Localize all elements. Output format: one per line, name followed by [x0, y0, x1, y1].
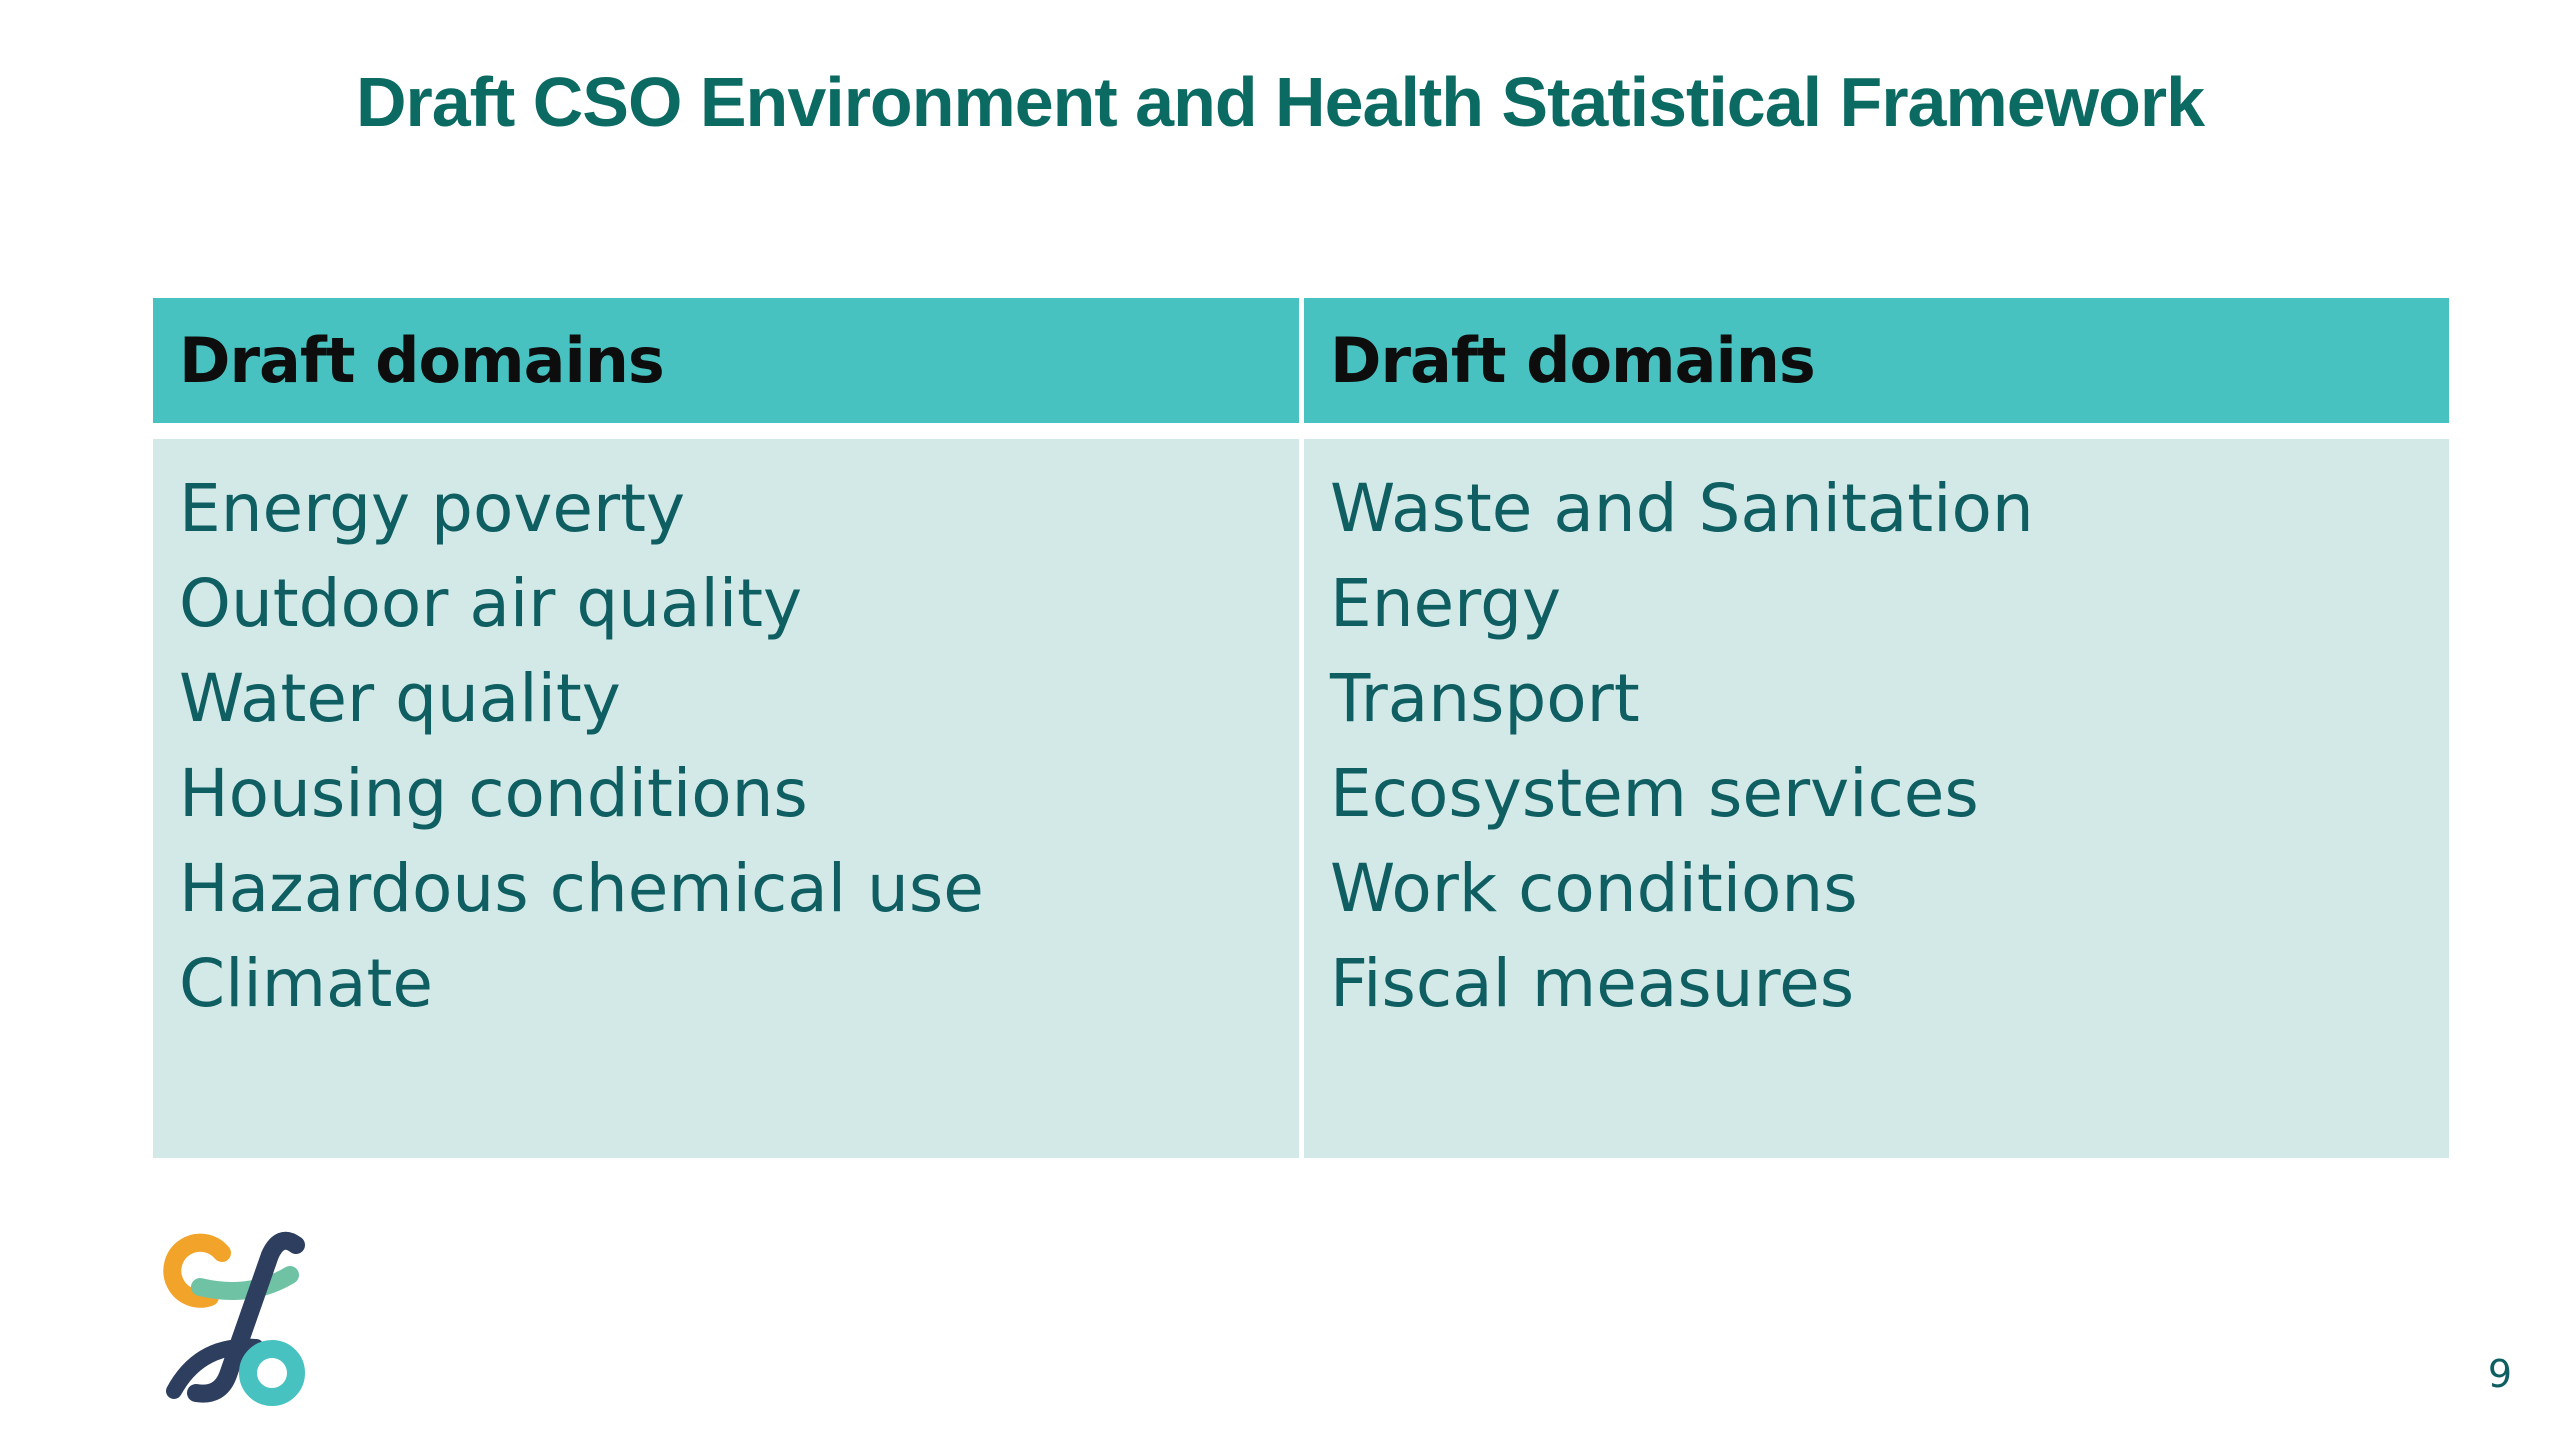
- list-item: Climate: [179, 945, 433, 1022]
- list-item: Ecosystem services: [1330, 755, 1979, 832]
- list-item: Hazardous chemical use: [179, 850, 984, 927]
- page-number: 9: [2487, 1352, 2512, 1396]
- list-item: Energy poverty: [179, 470, 686, 547]
- list-item: Fiscal measures: [1330, 945, 1855, 1022]
- list-item: Transport: [1330, 660, 1640, 737]
- list-item: Energy: [1330, 565, 1562, 642]
- list-item: Housing conditions: [179, 755, 808, 832]
- domains-table: Draft domains Draft domains Energy pover…: [153, 298, 2449, 1158]
- table-header-label: Draft domains: [1330, 324, 1816, 397]
- table-header-right: Draft domains: [1304, 298, 2449, 423]
- list-item: Work conditions: [1330, 850, 1858, 927]
- list-item: Waste and Sanitation: [1330, 470, 2034, 547]
- table-header-label: Draft domains: [179, 324, 665, 397]
- table-column-right: Waste and Sanitation Energy Transport Ec…: [1304, 439, 2449, 1158]
- infinity-loop-logo-icon: [163, 1231, 305, 1406]
- list-item: Outdoor air quality: [179, 565, 803, 642]
- table-header-left: Draft domains: [153, 298, 1299, 423]
- domain-list-left: Energy poverty Outdoor air quality Water…: [179, 461, 1299, 1031]
- domain-list-right: Waste and Sanitation Energy Transport Ec…: [1330, 461, 2449, 1031]
- slide-title: Draft CSO Environment and Health Statist…: [355, 63, 2205, 141]
- list-item: Water quality: [179, 660, 621, 737]
- table-column-left: Energy poverty Outdoor air quality Water…: [153, 439, 1299, 1158]
